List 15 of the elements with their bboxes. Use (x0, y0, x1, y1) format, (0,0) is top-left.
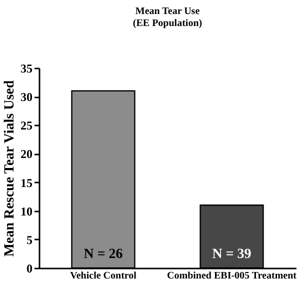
y-axis-title: Mean Rescue Tear Vials Used (2, 80, 18, 257)
y-tick-label: 20 (20, 147, 32, 162)
x-tick-label: Vehicle Control (70, 270, 137, 282)
y-tick-label: 15 (20, 176, 32, 190)
x-tick-label: Combined EBI-005 Treatment (167, 270, 298, 282)
y-tick-label: 0 (26, 262, 32, 276)
y-tick-label: 30 (20, 90, 32, 104)
annotation: N = 39 (212, 247, 252, 262)
y-tick-label: 35 (20, 62, 32, 76)
y-tick-label: 25 (20, 118, 32, 133)
y-tick-label: 10 (20, 204, 32, 218)
annotation: N = 26 (84, 247, 123, 262)
y-tick-label: 5 (26, 232, 32, 247)
chart-subtitle: (EE Population) (132, 18, 202, 29)
chart-title: Mean Tear Use (135, 6, 200, 17)
